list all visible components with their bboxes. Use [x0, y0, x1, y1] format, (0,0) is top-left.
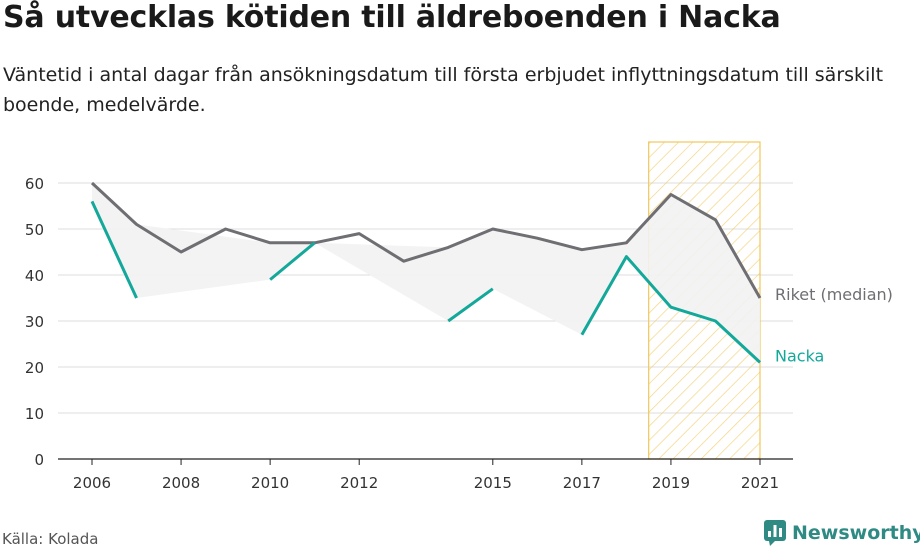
x-tick-label: 2006	[73, 474, 111, 492]
brand-logo[interactable]: Newsworthy	[764, 520, 920, 546]
source-note: Källa: Kolada	[2, 530, 99, 548]
x-tick-label: 2012	[340, 474, 378, 492]
x-tick-label: 2017	[563, 474, 601, 492]
x-tick-label: 2010	[251, 474, 289, 492]
y-tick-label: 30	[25, 313, 44, 331]
series-label: Riket (median)	[775, 285, 893, 304]
x-tick-label: 2021	[741, 474, 779, 492]
axes: 0 10 20 30 40 50 60 2006 2008 2010 2012 2015 2017 201…	[25, 175, 793, 492]
series-label: Nacka	[775, 346, 824, 365]
series-lines	[90, 181, 762, 364]
series-line-1	[447, 287, 494, 323]
range-band	[92, 183, 760, 363]
x-tick-label: 2019	[652, 474, 690, 492]
y-tick-label: 50	[25, 221, 44, 239]
series-line-0	[90, 181, 762, 299]
series-labels: Riket (median) Nacka	[775, 285, 893, 365]
series-line-1	[90, 200, 138, 299]
newsworthy-logo-icon	[764, 520, 786, 546]
x-tick-label: 2015	[474, 474, 512, 492]
range-band-area	[92, 183, 760, 363]
x-tick-label: 2008	[162, 474, 200, 492]
series-line-1	[269, 241, 316, 281]
y-tick-label: 60	[25, 175, 44, 193]
chart-subtitle: Väntetid i antal dagar från ansökningsda…	[3, 64, 884, 116]
y-tick-label: 20	[25, 359, 44, 377]
y-tick-label: 0	[34, 451, 44, 469]
series-line-1	[580, 255, 762, 364]
y-tick-label: 10	[25, 405, 44, 423]
y-tick-label: 40	[25, 267, 44, 285]
line-chart: 0 10 20 30 40 50 60 2006 2008 2010 2012 2015 2017 201…	[25, 141, 893, 492]
brand-name: Newsworthy	[792, 522, 920, 544]
chart-title: Så utvecklas kötiden till äldreboenden i…	[3, 0, 781, 35]
